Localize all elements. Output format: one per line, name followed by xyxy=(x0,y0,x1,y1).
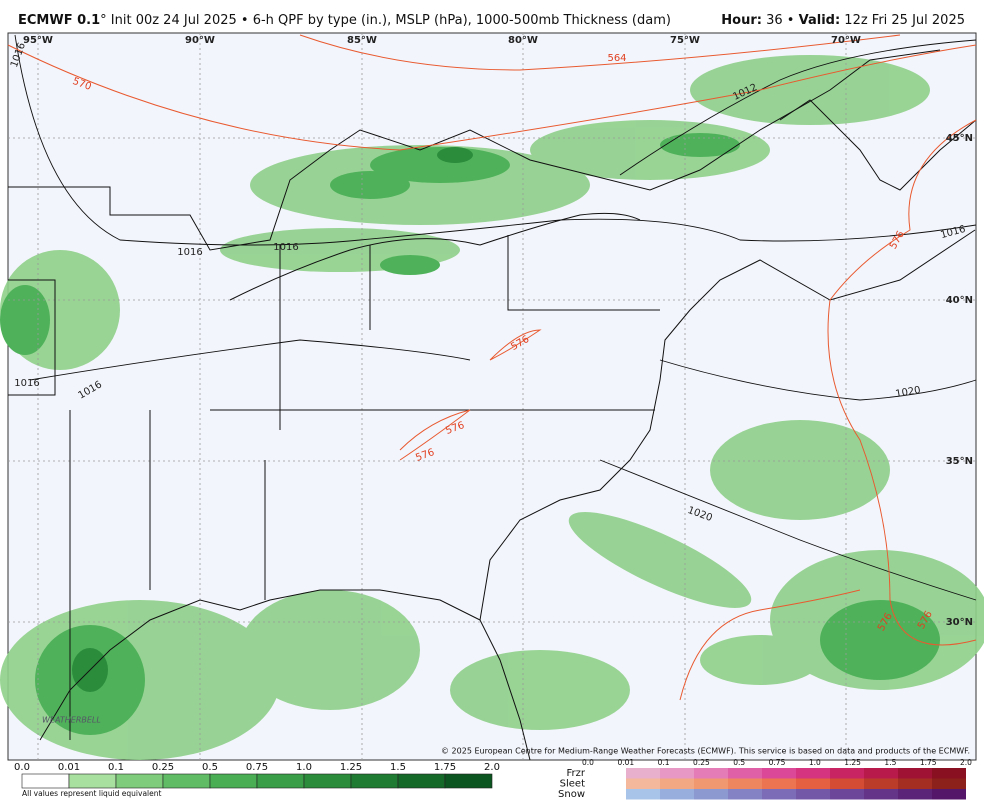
ptype-tick-label: 0.75 xyxy=(769,758,786,767)
ptype-swatch xyxy=(694,768,728,779)
ptype-swatch xyxy=(762,768,796,779)
legend-note: All values represent liquid equivalent xyxy=(22,789,161,798)
ptype-swatch xyxy=(830,789,864,800)
lon-label: 90°W xyxy=(185,35,215,46)
lat-label: 40°N xyxy=(946,295,973,306)
hour: 36 • xyxy=(766,13,794,28)
rain-tick-label: 0.75 xyxy=(246,762,268,773)
rain-tick-label: 1.5 xyxy=(390,762,406,773)
rain-swatch xyxy=(350,773,399,789)
ptype-label: Snow xyxy=(558,789,585,800)
ptype-swatch xyxy=(898,768,932,779)
ptype-swatch xyxy=(728,789,762,800)
ptype-swatch xyxy=(796,789,830,800)
ptype-swatch xyxy=(660,768,694,779)
ptype-swatch xyxy=(762,789,796,800)
rain-swatch xyxy=(209,773,258,789)
lat-label: 35°N xyxy=(946,456,973,467)
logo: WEATHERBELL xyxy=(42,716,101,725)
ptype-swatch xyxy=(932,778,966,789)
legend: All values represent liquid equivalent 0… xyxy=(14,758,972,800)
rain-tick-label: 1.0 xyxy=(296,762,312,773)
model: ECMWF 0.1 xyxy=(18,13,100,28)
ptype-tick-label: 1.0 xyxy=(809,758,821,767)
rain-swatch xyxy=(256,773,305,789)
ptype-swatch xyxy=(830,768,864,779)
ptype-swatch xyxy=(660,789,694,800)
ptype-tick-label: 1.5 xyxy=(884,758,896,767)
ptype-tick-label: 0.1 xyxy=(658,758,670,767)
ptype-swatch xyxy=(864,768,898,779)
ptype-tick-label: 1.25 xyxy=(844,758,861,767)
ptype-tick-label: 0.01 xyxy=(617,758,634,767)
thickness-contours xyxy=(7,34,977,701)
ptype-swatch xyxy=(796,778,830,789)
rain-tick-label: 1.75 xyxy=(434,762,456,773)
ptype-swatch xyxy=(932,789,966,800)
ptype-swatch xyxy=(796,768,830,779)
thickness-label: 564 xyxy=(607,53,626,64)
ptype-swatch xyxy=(898,789,932,800)
rain-swatch xyxy=(115,773,164,789)
title: ECMWF 0.1° Init 00z 24 Jul 2025 • 6-h QP… xyxy=(18,13,671,28)
copyright: © 2025 European Centre for Medium-Range … xyxy=(441,747,970,756)
rain-swatch xyxy=(162,773,211,789)
lon-label: 95°W xyxy=(23,35,53,46)
isobar-label: 1016 xyxy=(177,247,202,258)
ptype-swatch xyxy=(626,778,660,789)
isobar-label: 1016 xyxy=(14,378,39,389)
valid-info: Hour: 36 • Valid: 12z Fri 25 Jul 2025 xyxy=(721,13,965,28)
rain-tick-label: 0.01 xyxy=(58,762,80,773)
lat-label: 45°N xyxy=(946,133,973,144)
ptype-swatch xyxy=(830,778,864,789)
ptype-swatch xyxy=(728,768,762,779)
ptype-swatch xyxy=(864,789,898,800)
rain-swatch xyxy=(397,773,446,789)
boundaries xyxy=(8,49,977,761)
ptype-tick-label: 0.5 xyxy=(733,758,745,767)
map xyxy=(0,32,984,761)
ptype-tick-label: 2.0 xyxy=(960,758,972,767)
ptype-tick-label: 0.25 xyxy=(693,758,710,767)
rain-tick-label: 0.0 xyxy=(14,762,30,773)
ptype-swatch xyxy=(626,789,660,800)
graticule xyxy=(8,33,976,760)
ptype-swatch xyxy=(694,778,728,789)
isobar-label: 1016 xyxy=(273,242,298,253)
rain-swatch xyxy=(68,773,117,789)
rain-swatch xyxy=(444,773,493,789)
valid: 12z Fri 25 Jul 2025 xyxy=(844,13,965,28)
lon-label: 75°W xyxy=(670,35,700,46)
isobars xyxy=(14,34,977,601)
lon-label: 80°W xyxy=(508,35,538,46)
ptype-swatch xyxy=(932,768,966,779)
rain-tick-label: 2.0 xyxy=(484,762,500,773)
title-rest: ° Init 00z 24 Jul 2025 • 6-h QPF by type… xyxy=(100,13,671,28)
isobar-label: 1020 xyxy=(895,385,922,400)
rain-swatch xyxy=(303,773,352,789)
ptype-tick-label: 0.0 xyxy=(582,758,594,767)
ptype-label: Sleet xyxy=(560,779,585,790)
hour-label: Hour: xyxy=(721,13,762,28)
rain-swatch xyxy=(21,773,70,789)
valid-label: Valid: xyxy=(799,13,841,28)
ptype-swatch xyxy=(694,789,728,800)
ptype-swatch xyxy=(898,778,932,789)
rain-tick-label: 0.1 xyxy=(108,762,124,773)
ptype-swatch xyxy=(660,778,694,789)
lat-label: 30°N xyxy=(946,617,973,628)
lon-label: 70°W xyxy=(831,35,861,46)
lon-label: 85°W xyxy=(347,35,377,46)
ptype-swatch xyxy=(864,778,898,789)
ptype-swatch xyxy=(728,778,762,789)
rain-tick-label: 1.25 xyxy=(340,762,362,773)
ptype-swatch xyxy=(626,768,660,779)
ptype-label: Frzr xyxy=(567,768,586,779)
rain-tick-label: 0.5 xyxy=(202,762,218,773)
ptype-tick-label: 1.75 xyxy=(920,758,937,767)
ptype-swatch xyxy=(762,778,796,789)
rain-tick-label: 0.25 xyxy=(152,762,174,773)
